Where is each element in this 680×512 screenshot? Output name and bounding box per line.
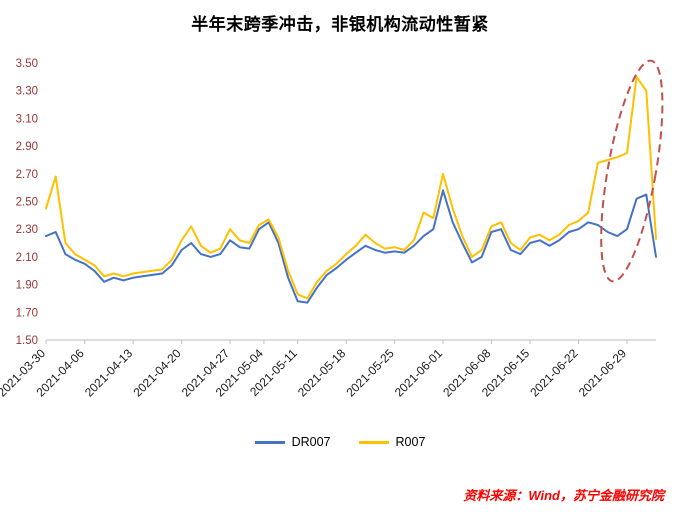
x-axis-tick-label: 2021-04-13 bbox=[82, 346, 136, 400]
legend: DR007 R007 bbox=[0, 435, 680, 449]
x-axis-tick-label: 2021-06-01 bbox=[392, 346, 446, 400]
y-axis-tick-label: 2.50 bbox=[16, 197, 38, 209]
y-axis-tick-label: 2.10 bbox=[16, 252, 38, 264]
y-axis-tick-label: 1.90 bbox=[16, 280, 38, 292]
x-axis-tick-label: 2021-05-18 bbox=[295, 346, 349, 400]
x-axis-tick-label: 2021-04-20 bbox=[130, 346, 184, 400]
y-axis-tick-label: 1.50 bbox=[16, 335, 38, 347]
legend-label-dr007: DR007 bbox=[291, 435, 331, 449]
y-axis-tick-label: 3.10 bbox=[16, 113, 38, 125]
legend-item-dr007: DR007 bbox=[254, 435, 331, 449]
y-axis-tick-label: 2.30 bbox=[16, 224, 38, 236]
y-axis-tick-label: 2.90 bbox=[16, 141, 38, 153]
y-axis-tick-label: 3.30 bbox=[16, 86, 38, 98]
legend-item-r007: R007 bbox=[358, 435, 426, 449]
x-axis-tick-label: 2021-06-29 bbox=[576, 346, 630, 400]
y-axis-tick-label: 2.70 bbox=[16, 169, 38, 181]
x-axis-tick-label: 2021-05-25 bbox=[343, 346, 397, 400]
series-line-dr007 bbox=[45, 189, 657, 304]
legend-label-r007: R007 bbox=[395, 435, 426, 449]
series-line-r007 bbox=[45, 75, 657, 300]
dr007-line-swatch-icon bbox=[254, 440, 285, 444]
y-axis-tick-label: 1.70 bbox=[16, 307, 38, 319]
chart-title: 半年末跨季冲击，非银机构流动性暂紧 bbox=[191, 15, 489, 34]
y-axis-tick-label: 3.50 bbox=[16, 58, 38, 70]
source-note: 资料来源：Wind，苏宁金融研究院 bbox=[463, 488, 664, 503]
line-chart: 1.50 1.70 1.90 2.10 2.30 2.50 2.70 2.90 3.10 3.30… bbox=[0, 58, 664, 400]
highlight-ellipse bbox=[600, 59, 664, 283]
r007-line-swatch-icon bbox=[358, 440, 389, 444]
x-axis-tick-label: 2021-06-22 bbox=[527, 346, 581, 400]
